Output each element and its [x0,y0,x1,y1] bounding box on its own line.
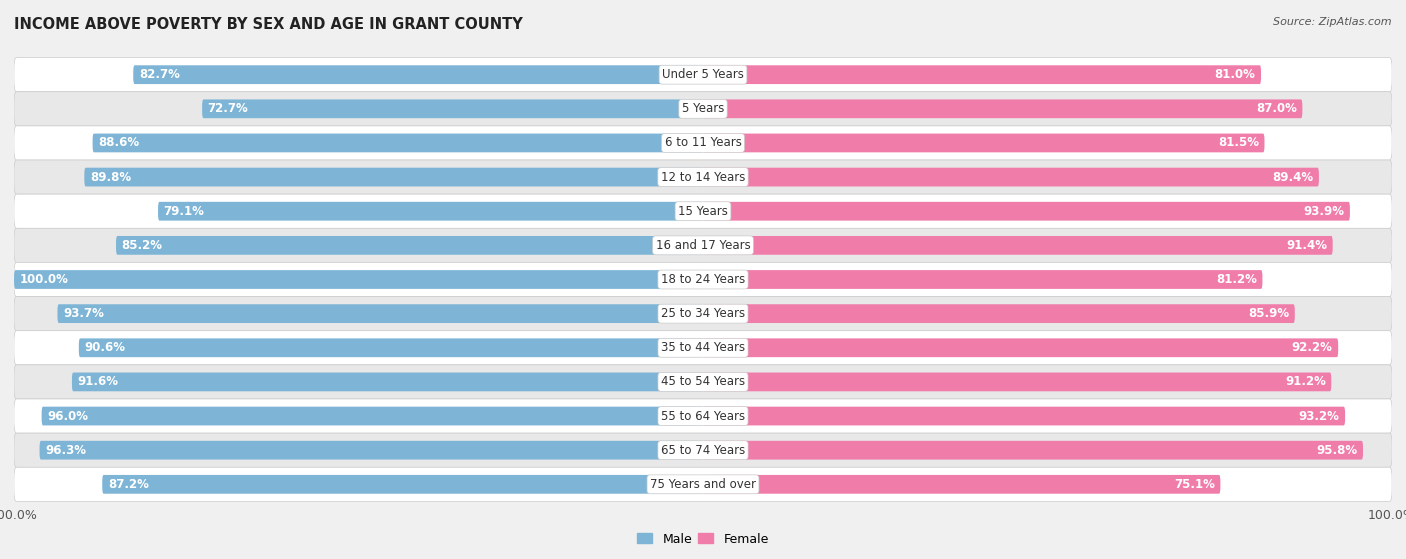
Text: 5 Years: 5 Years [682,102,724,115]
Text: 93.7%: 93.7% [63,307,104,320]
FancyBboxPatch shape [703,441,1362,459]
Text: 81.5%: 81.5% [1218,136,1258,149]
Text: 91.2%: 91.2% [1285,376,1326,389]
Text: Under 5 Years: Under 5 Years [662,68,744,81]
FancyBboxPatch shape [117,236,703,255]
FancyBboxPatch shape [703,100,1302,118]
FancyBboxPatch shape [703,475,1220,494]
FancyBboxPatch shape [58,304,703,323]
FancyBboxPatch shape [14,228,1392,262]
Text: 85.9%: 85.9% [1249,307,1289,320]
Text: 88.6%: 88.6% [98,136,139,149]
FancyBboxPatch shape [134,65,703,84]
Text: 85.2%: 85.2% [121,239,163,252]
Text: 82.7%: 82.7% [139,68,180,81]
Text: 45 to 54 Years: 45 to 54 Years [661,376,745,389]
FancyBboxPatch shape [14,399,1392,433]
Text: 87.0%: 87.0% [1256,102,1296,115]
FancyBboxPatch shape [14,194,1392,228]
Text: 25 to 34 Years: 25 to 34 Years [661,307,745,320]
FancyBboxPatch shape [14,433,1392,467]
FancyBboxPatch shape [703,270,1263,289]
Text: 72.7%: 72.7% [208,102,249,115]
Text: 35 to 44 Years: 35 to 44 Years [661,342,745,354]
FancyBboxPatch shape [14,365,1392,399]
Text: 55 to 64 Years: 55 to 64 Years [661,410,745,423]
Text: 100.0%: 100.0% [20,273,69,286]
FancyBboxPatch shape [14,467,1392,501]
FancyBboxPatch shape [93,134,703,153]
FancyBboxPatch shape [79,338,703,357]
Text: 91.4%: 91.4% [1286,239,1327,252]
Text: 79.1%: 79.1% [163,205,204,217]
Text: INCOME ABOVE POVERTY BY SEX AND AGE IN GRANT COUNTY: INCOME ABOVE POVERTY BY SEX AND AGE IN G… [14,17,523,32]
FancyBboxPatch shape [14,160,1392,194]
FancyBboxPatch shape [703,236,1333,255]
Text: 90.6%: 90.6% [84,342,125,354]
FancyBboxPatch shape [703,202,1350,221]
Text: 89.8%: 89.8% [90,170,131,183]
FancyBboxPatch shape [14,270,703,289]
Text: 93.2%: 93.2% [1299,410,1340,423]
FancyBboxPatch shape [703,338,1339,357]
FancyBboxPatch shape [703,134,1264,153]
FancyBboxPatch shape [703,406,1346,425]
Text: 18 to 24 Years: 18 to 24 Years [661,273,745,286]
FancyBboxPatch shape [84,168,703,187]
Text: 75 Years and over: 75 Years and over [650,478,756,491]
FancyBboxPatch shape [14,331,1392,365]
Text: 16 and 17 Years: 16 and 17 Years [655,239,751,252]
FancyBboxPatch shape [14,297,1392,331]
FancyBboxPatch shape [14,58,1392,92]
FancyBboxPatch shape [703,372,1331,391]
Text: 89.4%: 89.4% [1272,170,1313,183]
Text: 12 to 14 Years: 12 to 14 Years [661,170,745,183]
Text: Source: ZipAtlas.com: Source: ZipAtlas.com [1274,17,1392,27]
FancyBboxPatch shape [703,65,1261,84]
FancyBboxPatch shape [103,475,703,494]
FancyBboxPatch shape [42,406,703,425]
Text: 65 to 74 Years: 65 to 74 Years [661,444,745,457]
FancyBboxPatch shape [202,100,703,118]
FancyBboxPatch shape [703,304,1295,323]
Text: 87.2%: 87.2% [108,478,149,491]
FancyBboxPatch shape [72,372,703,391]
Text: 92.2%: 92.2% [1292,342,1333,354]
Text: 15 Years: 15 Years [678,205,728,217]
Text: 75.1%: 75.1% [1174,478,1215,491]
FancyBboxPatch shape [14,262,1392,297]
Text: 81.2%: 81.2% [1216,273,1257,286]
Text: 93.9%: 93.9% [1303,205,1344,217]
FancyBboxPatch shape [14,126,1392,160]
FancyBboxPatch shape [14,92,1392,126]
Text: 91.6%: 91.6% [77,376,118,389]
FancyBboxPatch shape [703,168,1319,187]
FancyBboxPatch shape [39,441,703,459]
Text: 96.0%: 96.0% [48,410,89,423]
Legend: Male, Female: Male, Female [633,528,773,551]
Text: 95.8%: 95.8% [1316,444,1358,457]
FancyBboxPatch shape [157,202,703,221]
Text: 81.0%: 81.0% [1215,68,1256,81]
Text: 6 to 11 Years: 6 to 11 Years [665,136,741,149]
Text: 96.3%: 96.3% [45,444,86,457]
